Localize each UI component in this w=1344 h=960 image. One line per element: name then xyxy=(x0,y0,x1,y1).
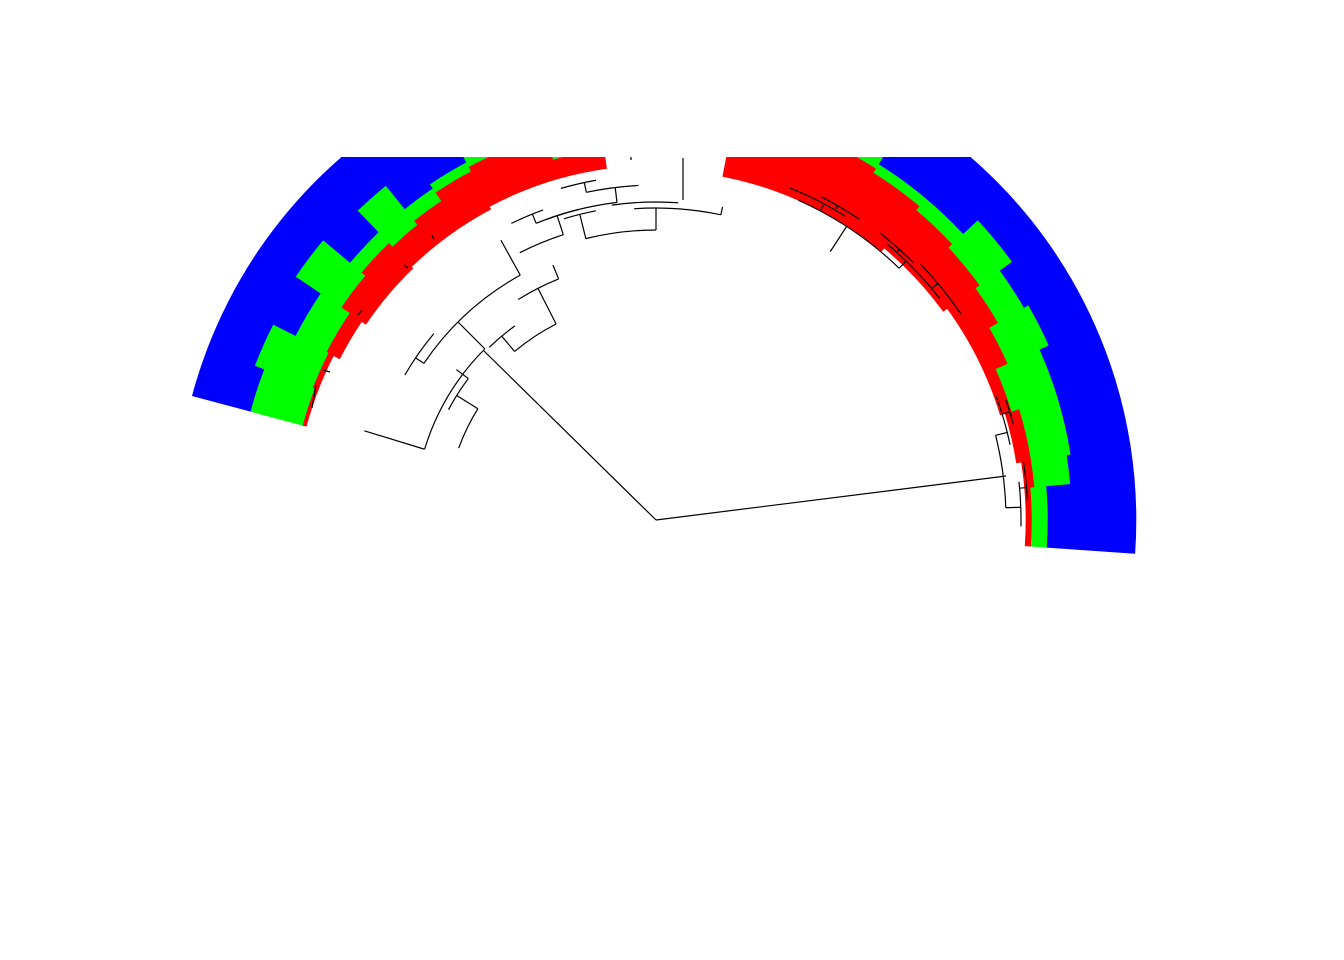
branch-radial xyxy=(501,335,516,352)
branch-arc xyxy=(535,201,618,224)
branch-radial xyxy=(537,288,557,325)
branch-arc xyxy=(677,208,721,216)
branch-radial xyxy=(456,394,479,410)
branch-arc xyxy=(1005,399,1014,425)
heatmap-cell-blue xyxy=(410,157,467,185)
branch-arc xyxy=(995,395,1011,445)
branch-arc xyxy=(789,187,847,217)
branch-arc xyxy=(458,408,479,449)
heatmap-cell-blue xyxy=(476,59,537,122)
branch-arc xyxy=(546,208,579,220)
heatmap-cell-green xyxy=(736,88,777,116)
branch-radial xyxy=(898,260,907,269)
branch-arc xyxy=(519,234,564,254)
branch-radial xyxy=(1019,486,1027,489)
branch-radial xyxy=(552,264,560,280)
branch-radial xyxy=(583,182,587,193)
branch-arc xyxy=(1022,461,1029,501)
branch-radial xyxy=(556,215,564,235)
branch-arc xyxy=(423,274,521,364)
heatmap-cell-red xyxy=(722,157,761,184)
branch xyxy=(431,234,435,241)
branch-arc xyxy=(404,333,435,376)
branch xyxy=(483,350,657,521)
dendrogram-tree xyxy=(311,157,1029,527)
branch-arc xyxy=(560,179,597,189)
branch-arc xyxy=(879,232,914,264)
branch-radial xyxy=(457,321,486,350)
branch-radial xyxy=(415,357,425,364)
branch-arc xyxy=(424,348,486,450)
branch-arc xyxy=(511,209,544,224)
branch-radial xyxy=(834,205,839,211)
branch-radial xyxy=(500,239,521,276)
branch xyxy=(322,369,331,373)
branch xyxy=(357,309,363,316)
branch-radial xyxy=(896,249,901,253)
heatmap-cell-green xyxy=(1030,485,1049,548)
branch-arc xyxy=(798,199,900,269)
branch-radial xyxy=(455,369,469,380)
branch-arc xyxy=(634,207,678,210)
branch-arc xyxy=(488,325,516,348)
branch-radial xyxy=(829,226,848,252)
branch-radial xyxy=(720,206,724,215)
heatmap-cell-blue xyxy=(740,49,788,97)
branch-radial xyxy=(531,213,537,224)
branch xyxy=(403,264,409,269)
branch-arc xyxy=(1018,481,1022,527)
heatmap-cell-blue xyxy=(1046,477,1137,554)
heatmap-cell-blue xyxy=(878,157,961,199)
branch-radial xyxy=(579,214,587,239)
heatmap-cell-blue xyxy=(524,45,598,117)
branch-arc xyxy=(563,210,597,220)
branch-radial xyxy=(819,203,825,212)
branch-arc xyxy=(585,229,657,240)
branch-radial xyxy=(931,282,939,290)
branch-arc xyxy=(586,184,639,193)
branch-arc xyxy=(995,435,1007,508)
heatmap-cell-blue xyxy=(191,347,265,412)
branch-arc xyxy=(447,378,469,410)
branch-arc xyxy=(887,243,941,299)
branch-radial xyxy=(995,431,1008,436)
branch xyxy=(311,384,317,409)
heatmap-cell-red xyxy=(552,157,607,180)
heatmap-cell-blue xyxy=(361,157,433,210)
heatmap-cell-blue xyxy=(431,75,501,154)
heatmap-cell-blue xyxy=(776,59,851,123)
heatmap-cell-green xyxy=(551,157,564,160)
heatmap-cell-red xyxy=(752,157,818,201)
heatmap-cell-blue xyxy=(831,81,910,155)
branch-radial xyxy=(364,430,425,450)
branch-arc xyxy=(611,201,679,206)
branch xyxy=(655,475,1007,521)
branch-arc xyxy=(514,323,557,352)
branch-radial xyxy=(1002,411,1011,415)
heatmap-cell-green xyxy=(462,157,489,168)
heatmap-rings xyxy=(191,45,1137,554)
branch-arc xyxy=(920,263,962,315)
heatmap-cell-blue xyxy=(925,157,1008,234)
branch-radial xyxy=(1005,506,1021,509)
branch-arc xyxy=(820,196,860,220)
heatmap-cell-red xyxy=(509,157,559,192)
heatmap-cell-green xyxy=(495,107,547,154)
branch-radial xyxy=(614,187,618,203)
heatmap-cell-green xyxy=(772,102,833,136)
heatmap-cell-green xyxy=(856,157,884,169)
heatmap-cell-red xyxy=(1024,486,1033,547)
